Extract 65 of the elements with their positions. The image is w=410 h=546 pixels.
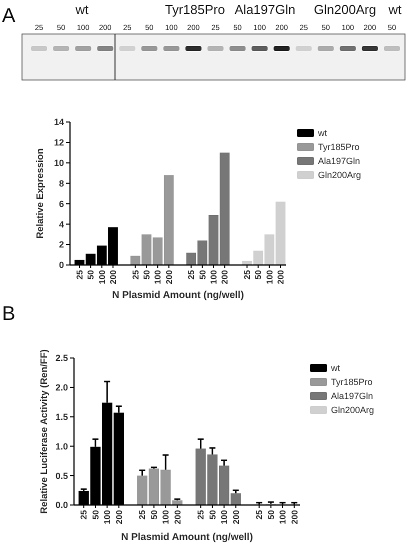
x-tick-label: 25 [78,510,89,520]
x-tick-label: 50 [207,510,218,520]
text: Ala197Gln [234,2,296,17]
y-tick-label: 0 [58,260,64,270]
x-tick-label: 200 [108,270,118,284]
y-tick-label: 0.5 [55,470,68,481]
legend-label: Ala197Gln [331,391,374,402]
x-tick-label: 50 [90,510,100,520]
y-tick-label: 1.5 [55,412,68,422]
y-tick-label: 8 [58,178,64,188]
y-tick-label: 12 [54,138,64,148]
y-tick-label: 0.0 [55,500,68,510]
text: B [2,303,16,325]
x-tick-label: 25 [186,270,196,280]
x-tick-label: 25 [130,270,140,280]
x-tick-label: 100 [219,510,230,524]
legend-label: Gln200Arg [331,405,374,416]
y-tick-label: 6 [58,198,64,209]
x-tick-label: 50 [266,510,276,520]
y-tick-label: 1.0 [55,441,68,452]
x-tick-label: 25 [254,510,264,520]
x-tick-label: 100 [160,510,171,524]
x-axis-title: N Plasmid Amount (ng/well) [121,532,253,543]
x-tick-label: 200 [172,510,182,524]
y-axis-title: Relative Luciferase Activity (Ren/FF) [39,349,50,514]
x-tick-label: 50 [197,270,208,280]
x-tick-label: 100 [278,510,288,524]
legend-label: wt [330,363,340,374]
x-tick-label: 25 [74,270,84,280]
text: wt [388,2,402,17]
y-tick-label: 4 [58,219,64,230]
x-tick-label: 200 [220,270,230,284]
y-axis-title: Relative Expression [35,148,46,239]
y-tick-label: 2 [58,240,64,250]
text: Tyr185Pro [165,2,225,17]
x-tick-label: 100 [152,270,163,284]
x-tick-label: 100 [96,270,107,284]
y-tick-label: 10 [54,158,64,168]
y-tick-label: 14 [54,117,64,128]
x-tick-label: 200 [164,270,174,284]
x-tick-label: 100 [102,510,112,524]
x-tick-label: 100 [208,270,218,284]
x-tick-label: 50 [141,270,152,280]
text: wt [74,2,89,17]
x-tick-label: 50 [148,510,159,520]
legend-label: Gln200Arg [318,170,362,180]
x-tick-label: 25 [242,270,252,280]
text: A [2,5,16,27]
x-tick-label: 200 [289,510,300,524]
y-tick-label: 2.5 [55,353,68,364]
y-tick-label: 2.0 [55,382,68,393]
x-tick-label: 200 [114,510,124,524]
legend-label: wt [317,128,328,138]
x-tick-label: 50 [253,270,264,280]
legend-label: Tyr185Pro [331,377,373,388]
x-axis-title: N Plasmid Amount (ng/well) [112,290,244,301]
x-tick-label: 50 [86,270,96,280]
x-tick-label: 200 [230,510,241,524]
text: Gln200Arg [314,2,376,17]
legend-label: Tyr185Pro [318,142,360,152]
x-tick-label: 100 [264,270,274,284]
x-tick-label: 200 [276,270,286,284]
x-tick-label: 25 [137,510,148,520]
legend-label: Ala197Gln [318,156,360,166]
x-tick-label: 25 [196,510,206,520]
